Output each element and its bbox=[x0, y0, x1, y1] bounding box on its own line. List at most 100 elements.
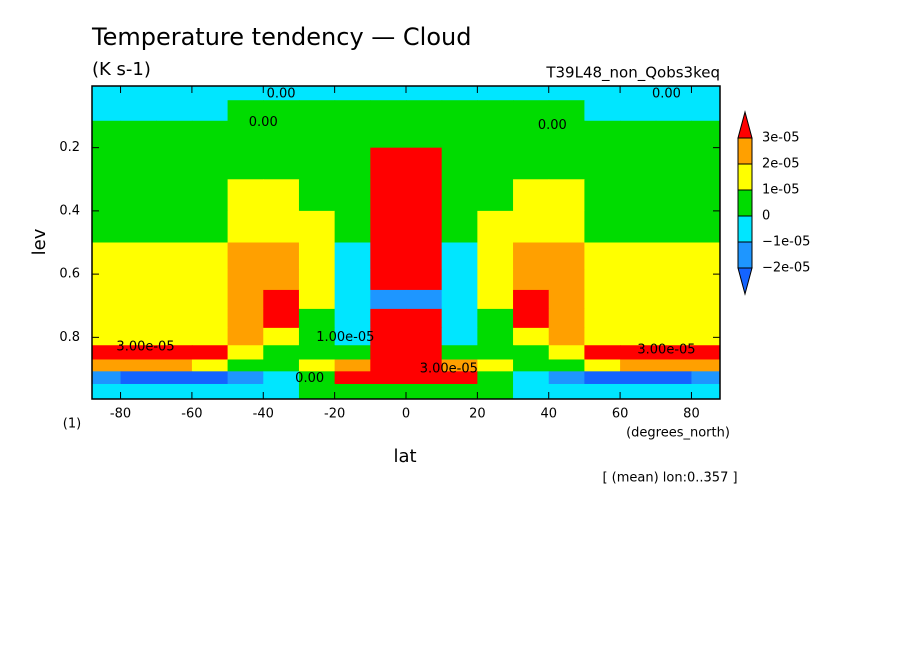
contour-cell bbox=[156, 289, 193, 310]
contour-cell bbox=[441, 86, 478, 101]
contour-cell bbox=[263, 147, 300, 180]
contour-cell bbox=[92, 359, 122, 372]
contour-cell bbox=[406, 179, 443, 212]
contour-cell bbox=[691, 345, 721, 360]
contour-cell bbox=[584, 383, 621, 400]
contour-cell bbox=[92, 242, 122, 270]
contour-cell bbox=[227, 100, 264, 122]
contour-cell bbox=[655, 179, 692, 212]
contour-cell bbox=[298, 289, 336, 310]
contour-cell bbox=[298, 269, 336, 291]
contour-cell bbox=[370, 327, 407, 346]
contour-cell bbox=[370, 147, 407, 180]
colorbar-label: 1e-05 bbox=[762, 183, 800, 198]
contour-cell bbox=[334, 120, 371, 149]
contour-cell bbox=[477, 383, 514, 400]
contour-cell bbox=[477, 289, 514, 310]
contour-cell bbox=[156, 383, 193, 400]
colorbar-box bbox=[737, 163, 753, 191]
contour-cell bbox=[227, 269, 264, 291]
contour-label: 0.00 bbox=[249, 115, 278, 130]
contour-cell bbox=[441, 242, 478, 270]
contour-cell bbox=[191, 383, 229, 400]
contour-cell bbox=[156, 269, 193, 291]
contour-cell bbox=[263, 345, 300, 360]
contour-cell bbox=[120, 359, 157, 372]
contour-label: 0.00 bbox=[267, 86, 296, 101]
contour-cell bbox=[263, 383, 300, 400]
contour-cell bbox=[120, 100, 157, 122]
contour-cell bbox=[156, 308, 193, 329]
contour-cell bbox=[298, 210, 336, 243]
contour-cell bbox=[334, 359, 371, 372]
contour-cell bbox=[120, 345, 157, 360]
contour-cell bbox=[548, 289, 585, 310]
contour-cell bbox=[156, 100, 193, 122]
contour-cell bbox=[92, 308, 122, 329]
colorbar-label: 3e-05 bbox=[762, 131, 800, 146]
contour-cell bbox=[406, 371, 443, 385]
contour-cell bbox=[334, 100, 371, 122]
contour-cell bbox=[92, 371, 122, 385]
contour-cell bbox=[334, 179, 371, 212]
contour-cell bbox=[691, 86, 721, 101]
contour-cell bbox=[227, 371, 264, 385]
contour-cell bbox=[263, 371, 300, 385]
contour-cell bbox=[441, 210, 478, 243]
contour-cell bbox=[263, 100, 300, 122]
contour-cell bbox=[548, 345, 585, 360]
contour-label: 0.00 bbox=[652, 86, 681, 101]
y-tick-label: 0.6 bbox=[59, 267, 80, 282]
contour-cell bbox=[334, 345, 371, 360]
contour-cell bbox=[334, 383, 371, 400]
contour-cell bbox=[263, 327, 300, 346]
contour-cell bbox=[655, 147, 692, 180]
x-axis-unit: (degrees_north) bbox=[626, 426, 730, 441]
contour-label: 0.00 bbox=[538, 118, 567, 133]
contour-cell bbox=[477, 327, 514, 346]
contour-cell bbox=[477, 86, 514, 101]
contour-cell bbox=[548, 308, 585, 329]
contour-cell bbox=[92, 383, 122, 400]
contour-cell bbox=[691, 147, 721, 180]
contour-cell bbox=[655, 371, 692, 385]
contour-cell bbox=[655, 210, 692, 243]
contour-cell bbox=[477, 100, 514, 122]
contour-cell bbox=[120, 289, 157, 310]
contour-cell bbox=[513, 327, 550, 346]
contour-cell bbox=[263, 269, 300, 291]
contour-cell bbox=[406, 86, 443, 101]
contour-cell bbox=[513, 179, 550, 212]
contour-cell bbox=[370, 242, 407, 270]
contour-cell bbox=[298, 242, 336, 270]
contour-cell bbox=[620, 179, 657, 212]
contour-cell bbox=[584, 289, 621, 310]
contour-cell bbox=[156, 327, 193, 346]
contour-cell bbox=[691, 120, 721, 149]
contour-cell bbox=[513, 383, 550, 400]
contour-cell bbox=[298, 147, 336, 180]
contour-cell bbox=[370, 269, 407, 291]
contour-cell bbox=[298, 308, 336, 329]
contour-cell bbox=[584, 100, 621, 122]
contour-cell bbox=[655, 86, 692, 101]
contour-cell bbox=[477, 210, 514, 243]
contour-cell bbox=[477, 345, 514, 360]
contour-cell bbox=[298, 100, 336, 122]
contour-cell bbox=[298, 371, 336, 385]
contour-cell bbox=[584, 269, 621, 291]
contour-cell bbox=[441, 327, 478, 346]
contour-cell bbox=[691, 359, 721, 372]
contour-label: 1.00e-05 bbox=[316, 330, 374, 345]
contour-cell bbox=[584, 120, 621, 149]
contour-cell bbox=[370, 359, 407, 372]
contour-cell bbox=[370, 383, 407, 400]
contour-cell bbox=[156, 371, 193, 385]
contour-cell bbox=[477, 359, 514, 372]
contour-cell bbox=[191, 86, 229, 101]
contour-cell bbox=[655, 327, 692, 346]
contour-cell bbox=[92, 327, 122, 346]
x-tick-label: -80 bbox=[110, 407, 131, 422]
contour-cell bbox=[441, 345, 478, 360]
